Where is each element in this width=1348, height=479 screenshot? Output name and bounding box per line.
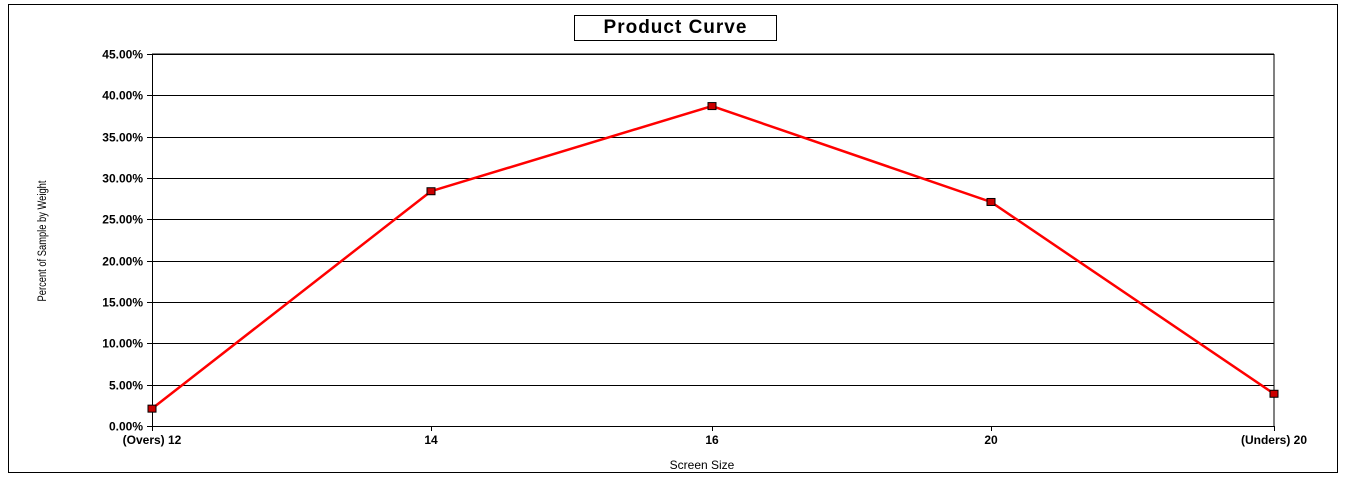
y-tick-label: 35.00% — [102, 131, 143, 145]
series-line — [151, 104, 1275, 410]
y-tick-label: 40.00% — [102, 89, 143, 103]
data-point-marker — [426, 187, 436, 196]
chart-title: Product Curve — [574, 15, 777, 41]
y-tick-label: 25.00% — [102, 213, 143, 227]
x-tick-label: (Unders) 20 — [1241, 433, 1307, 447]
x-axis-title: Screen Size — [670, 458, 735, 472]
y-tick-label: 0.00% — [109, 420, 143, 434]
y-tick-labels: 0.00% 5.00% 10.00% 15.00% 20.00% 25.00% 30.00%… — [102, 48, 143, 434]
data-point-marker — [1269, 389, 1279, 398]
y-tick-label: 45.00% — [102, 48, 143, 62]
x-tick-label: 14 — [424, 433, 438, 447]
axes — [147, 53, 1275, 431]
data-point-marker — [986, 197, 996, 206]
y-axis-title: Percent of Sample by Weight — [36, 181, 49, 302]
chart-frame — [8, 4, 1338, 473]
y-tick-label: 15.00% — [102, 296, 143, 310]
y-tick-label: 5.00% — [109, 379, 143, 393]
x-tick-label: (Overs) 12 — [123, 433, 182, 447]
data-point-marker — [707, 102, 717, 111]
data-point-marker — [147, 404, 157, 413]
series-layer — [147, 102, 1279, 413]
x-tick-label: 16 — [705, 433, 719, 447]
y-tick-label: 30.00% — [102, 172, 143, 186]
y-tick-label: 10.00% — [102, 337, 143, 351]
y-tick-label: 20.00% — [102, 255, 143, 269]
x-tick-label: 20 — [984, 433, 998, 447]
x-tick-labels: (Overs) 12 14 16 20 (Unders) 20 — [123, 433, 1308, 447]
